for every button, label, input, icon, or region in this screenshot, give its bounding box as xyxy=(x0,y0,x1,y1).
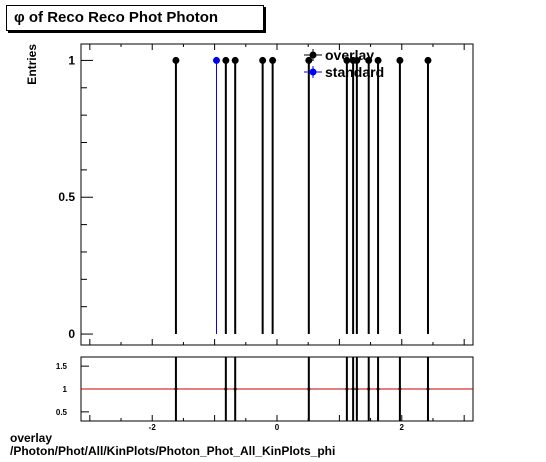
data-point-overlay xyxy=(365,56,373,64)
data-point-overlay xyxy=(305,56,313,64)
legend-marker-overlay xyxy=(309,51,317,59)
ratio-point xyxy=(345,387,349,391)
ratio-x-tick-label: -2 xyxy=(149,423,157,432)
ratio-point xyxy=(355,387,359,391)
data-point-overlay xyxy=(374,56,382,64)
ratio-plot: 0.5 1 1.5 -2 0 2 xyxy=(56,356,474,432)
title-box: φ of Reco Reco Phot Photon xyxy=(6,5,264,31)
ratio-x-tick-label: 0 xyxy=(275,423,280,432)
ratio-point xyxy=(351,387,355,391)
ratio-y-tick-label: 1 xyxy=(63,385,68,394)
ratio-point xyxy=(426,387,430,391)
legend-label-standard: standard xyxy=(325,64,384,80)
ratio-point xyxy=(233,387,237,391)
data-point-overlay xyxy=(353,56,361,64)
data-point-overlay xyxy=(172,56,180,64)
legend-marker-standard xyxy=(309,68,317,76)
ratio-point xyxy=(224,387,228,391)
data-point-overlay xyxy=(424,56,432,64)
y-tick-label: 0.5 xyxy=(58,190,75,204)
y-tick-label: 1 xyxy=(68,53,75,67)
data-point-overlay xyxy=(259,56,267,64)
y-tick-label: 0 xyxy=(68,327,75,341)
data-point-standard xyxy=(212,56,220,64)
data-point-overlay xyxy=(222,56,230,64)
data-point-overlay xyxy=(269,56,277,64)
ratio-x-tick-label: 2 xyxy=(400,423,405,432)
ratio-point xyxy=(398,387,402,391)
ratio-point xyxy=(307,387,311,391)
main-plot-frame xyxy=(80,43,474,346)
ratio-point xyxy=(376,387,380,391)
footer-caption: overlay /Photon/Phot/All/KinPlots/Photon… xyxy=(10,432,335,458)
data-point-overlay xyxy=(343,56,351,64)
ratio-y-tick-label: 1.5 xyxy=(56,362,68,371)
legend-label-overlay: overlay xyxy=(325,47,374,63)
footer-line-2: /Photon/Phot/All/KinPlots/Photon_Phot_Al… xyxy=(10,444,336,458)
data-point-overlay xyxy=(231,56,239,64)
data-point-overlay xyxy=(396,56,404,64)
ratio-y-tick-label: 0.5 xyxy=(56,408,68,417)
ratio-point xyxy=(367,387,371,391)
ratio-point xyxy=(174,387,178,391)
y-axis-label: Entries xyxy=(25,44,39,85)
chart-title: φ of Reco Reco Phot Photon xyxy=(14,9,219,26)
footer-line-1: overlay xyxy=(10,431,53,445)
